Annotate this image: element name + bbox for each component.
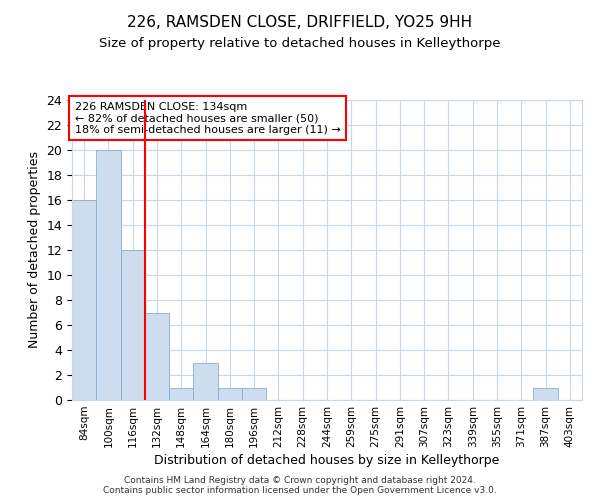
Y-axis label: Number of detached properties: Number of detached properties (28, 152, 41, 348)
Bar (96, 150, 121, 400)
Bar (72, 200, 96, 400)
X-axis label: Distribution of detached houses by size in Kelleythorpe: Distribution of detached houses by size … (154, 454, 500, 467)
Text: Contains HM Land Registry data © Crown copyright and database right 2024.
Contai: Contains HM Land Registry data © Crown c… (103, 476, 497, 495)
Bar (218, 388, 242, 400)
Bar (242, 388, 266, 400)
Bar (121, 250, 145, 400)
Text: 226, RAMSDEN CLOSE, DRIFFIELD, YO25 9HH: 226, RAMSDEN CLOSE, DRIFFIELD, YO25 9HH (127, 15, 473, 30)
Bar (193, 362, 218, 400)
Text: Size of property relative to detached houses in Kelleythorpe: Size of property relative to detached ho… (99, 38, 501, 51)
Bar (169, 388, 193, 400)
Bar (533, 388, 558, 400)
Text: 226 RAMSDEN CLOSE: 134sqm
← 82% of detached houses are smaller (50)
18% of semi-: 226 RAMSDEN CLOSE: 134sqm ← 82% of detac… (74, 102, 340, 134)
Bar (145, 312, 169, 400)
